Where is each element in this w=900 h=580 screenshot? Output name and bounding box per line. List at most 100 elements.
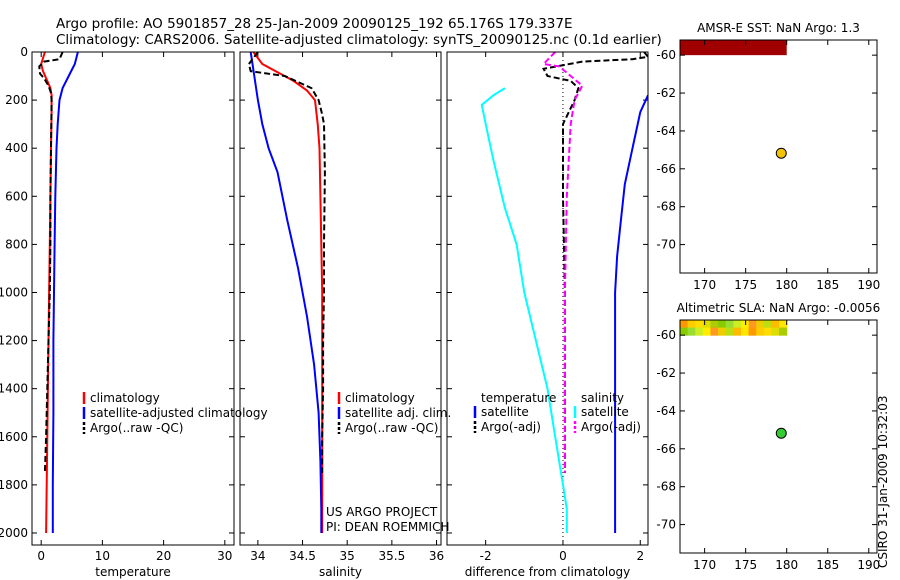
temperature-ytick-label: 800: [5, 237, 28, 251]
sla_map-sla-cell: [718, 327, 727, 336]
temperature-panel: 0 200 400 600 800 1000 1200 1400 1600 1800 2000 0 10…: [0, 45, 268, 579]
difference-series-temperature-satellite: [614, 94, 648, 533]
salinity-series-group: [247, 52, 326, 533]
sla_map-sla-cell: [680, 327, 689, 336]
temperature-ytick-label: 2000: [0, 526, 28, 540]
sla_map-sla-cell: [725, 327, 734, 336]
sla_map-ytick-label: -62: [656, 366, 676, 380]
sla_map-sla-cell: [771, 320, 780, 329]
sla_map-xtick-label: 175: [734, 558, 757, 572]
temperature-series-climatology: [40, 52, 53, 534]
sal-legend-0-label: climatology: [345, 391, 415, 405]
salinity-series-satellite-adj-clim-: [249, 52, 323, 533]
difference-xtick-label: 0: [559, 549, 567, 563]
sla_map-xtick-label: 170: [693, 558, 716, 572]
sst_map-sst-patch: [680, 40, 787, 56]
temperature-ytick-label: 1000: [0, 285, 28, 299]
temperature-xtick-label: 20: [156, 549, 171, 563]
sst_map-ytick-label: -60: [656, 48, 676, 62]
sla_map-float-marker: [775, 427, 787, 439]
header-line-2: Climatology: CARS2006. Satellite-adjuste…: [56, 32, 662, 48]
difference-series-salinity-satellite: [480, 87, 568, 533]
salinity-panel: 34 34.5 35 35.5 36 salinity climatologysatelli…: [239, 51, 451, 579]
temperature-ytick-label: 1200: [0, 334, 28, 348]
sla_map-sla-cell: [763, 320, 772, 329]
sst_map-xtick-label: 185: [816, 278, 839, 292]
temperature-frame: [31, 51, 235, 546]
sal-legend-1-label: satellite adj. clim.: [345, 406, 451, 420]
sla_map-sla-cell: [680, 320, 689, 329]
sst_map-frame: [679, 39, 878, 274]
sla_map-sla-cell: [718, 320, 727, 329]
diff-legend-left-2-label: Argo(-adj): [481, 420, 541, 434]
difference-xlabel: difference from climatology: [465, 565, 631, 579]
sla_map-sla-cell: [740, 327, 750, 336]
salinity-xtick-label: 34.5: [289, 549, 316, 563]
salinity-xtick-label: 35: [340, 549, 355, 563]
sla_map-sla-cell: [756, 320, 765, 329]
temperature-ytick-label: 1600: [0, 430, 28, 444]
salinity-xlabel: salinity: [319, 565, 362, 579]
sla_map-sla-cell: [733, 327, 742, 336]
difference-series-group: [480, 52, 648, 533]
sla_map-sla-cell: [725, 320, 734, 329]
temperature-xtick-label: 10: [95, 549, 110, 563]
sst_map-xtick-label: 170: [693, 278, 716, 292]
sst_map-ytick-label: -62: [656, 86, 676, 100]
temperature-series-group: [38, 52, 79, 534]
sla_map-sla-cell: [779, 320, 788, 329]
difference-panel: -2 0 2 difference from climatology temperatu…: [446, 51, 649, 579]
sal-annotation-0: US ARGO PROJECT: [326, 505, 438, 519]
salinity-series-climatology: [252, 52, 324, 533]
sst_map-panel: AMSR-E SST: NaN Argo: 1.3 170 175 180 185 190…: [656, 21, 880, 292]
sla_map-sla-cell: [710, 320, 719, 329]
sst_map-ytick-label: -64: [656, 124, 676, 138]
sla_map-title: Altimetric SLA: NaN Argo: -0.0056: [677, 301, 881, 315]
temperature-ytick-label: 400: [5, 141, 28, 155]
temperature-ytick-label: 200: [5, 93, 28, 107]
sla_map-sla-cell: [748, 320, 757, 329]
temperature-series-argo-raw-qc-: [38, 52, 64, 473]
diff-legend-right-2-label: Argo(-adj): [581, 420, 641, 434]
salinity-series-argo-raw-qc-: [247, 52, 326, 473]
sla_map-xtick-label: 185: [816, 558, 839, 572]
plots-layer: 0 200 400 600 800 1000 1200 1400 1600 1800 2000 0 10…: [0, 21, 880, 579]
sla_map-sla-cell: [695, 327, 704, 336]
temperature-ytick-label: 600: [5, 189, 28, 203]
sst_map-ytick-label: -70: [656, 238, 676, 252]
sla_map-sla-cell: [771, 327, 780, 336]
sst_map-ytick-label: -68: [656, 200, 676, 214]
temp-legend-2-label: Argo(..raw -QC): [90, 421, 183, 435]
sal-legend-2-label: Argo(..raw -QC): [345, 421, 438, 435]
temperature-ytick-label: 0: [20, 45, 28, 59]
temperature-ytick-label: 1400: [0, 382, 28, 396]
difference-series-salinity-argo-adj-: [541, 52, 584, 473]
temperature-ytick-label: 1800: [0, 478, 28, 492]
sst_map-float-marker: [775, 147, 787, 159]
temperature-xlabel: temperature: [95, 565, 170, 579]
side-label: CSIRO 31-Jan-2009 10:32:03: [876, 396, 890, 568]
difference-frame: [446, 51, 649, 546]
sal-annotation-1: PI: DEAN ROEMMICH: [326, 520, 449, 534]
sla_map-xtick-label: 190: [857, 558, 880, 572]
sla_map-sla-cell: [695, 320, 704, 329]
salinity-frame: [239, 51, 442, 546]
temp-legend-1-label: satellite-adjusted climatology: [90, 406, 268, 420]
sla_map-ytick-label: -64: [656, 404, 676, 418]
diff-legend-left-1-label: satellite: [481, 405, 529, 419]
sst_map-ytick-label: -66: [656, 162, 676, 176]
sla_map-ytick-label: -66: [656, 442, 676, 456]
sst_map-xtick-label: 175: [734, 278, 757, 292]
salinity-xtick-label: 34: [250, 549, 265, 563]
sst_map-title: AMSR-E SST: NaN Argo: 1.3: [697, 21, 860, 35]
salinity-xtick-label: 35.5: [379, 549, 406, 563]
difference-xtick-label: -2: [480, 549, 492, 563]
sla_map-sla-cell: [763, 327, 772, 336]
header-line-1: Argo profile: AO 5901857_28 25-Jan-2009 …: [56, 16, 573, 32]
sla_map-sla-cell: [733, 320, 742, 329]
sla_map-panel: Altimetric SLA: NaN Argo: -0.0056 170 175 1…: [656, 301, 880, 572]
sla_map-sla-cell: [756, 327, 765, 336]
sst_map-xtick-label: 180: [775, 278, 798, 292]
sla_map-sla-cell: [687, 327, 696, 336]
